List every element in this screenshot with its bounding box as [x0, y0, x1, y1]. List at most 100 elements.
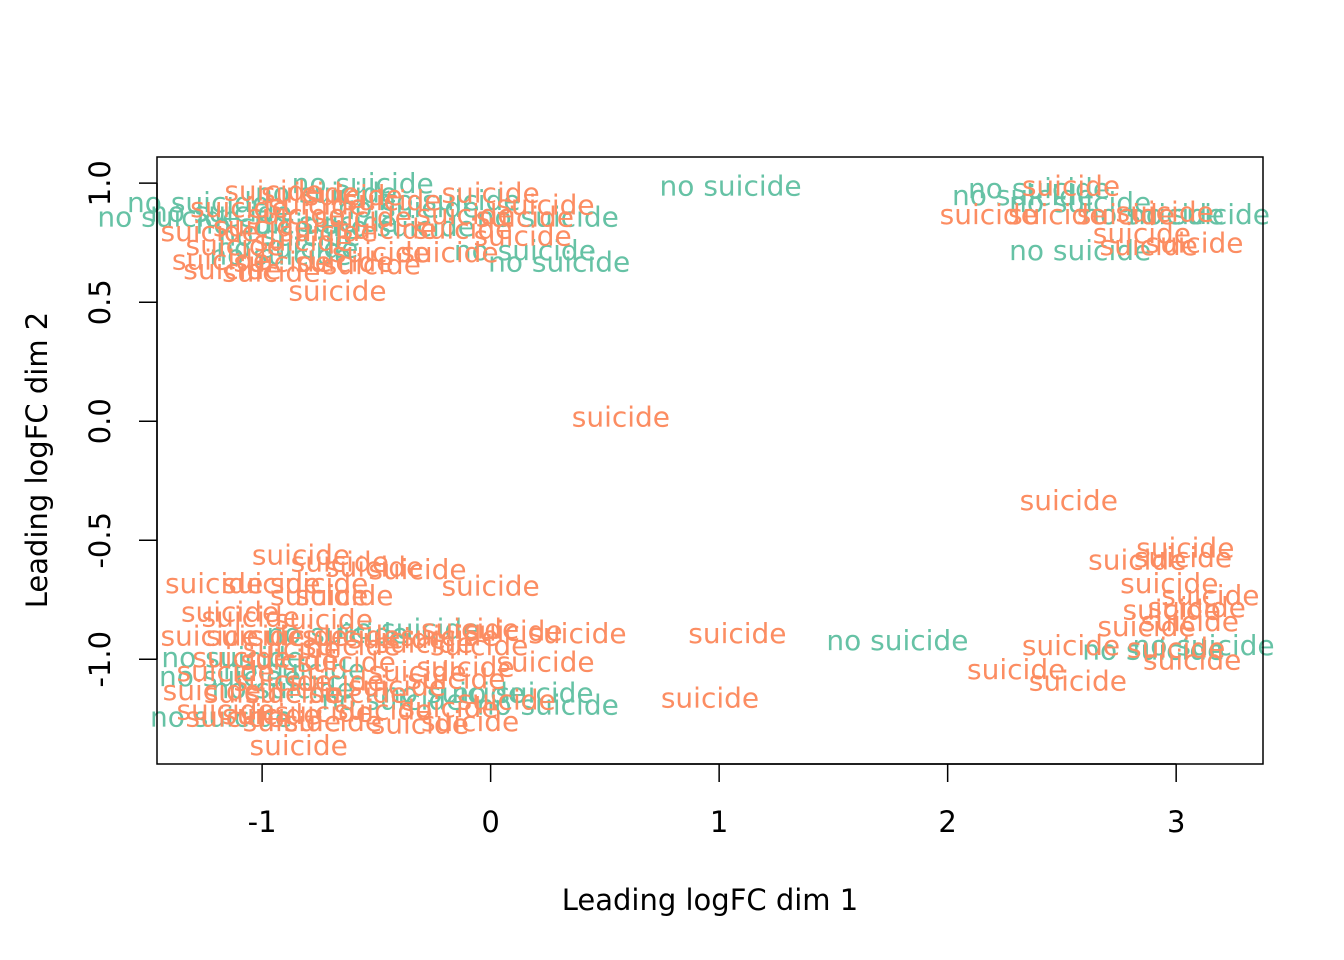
point-label-no-suicide-29: no suicide [321, 684, 463, 717]
point-label-no-suicide-31: no suicide [452, 677, 594, 710]
point-label-suicide-79: suicide [245, 677, 343, 710]
point-label-no-suicide-16: no suicide [660, 170, 802, 203]
point-label-suicide-59: suicide [464, 615, 562, 648]
point-label-suicide-24: suicide [295, 246, 393, 279]
point-label-no-suicide-15: no suicide [488, 246, 630, 279]
point-label-no-suicide-27: no suicide [159, 660, 301, 693]
point-label-suicide-101: suicide [1097, 610, 1195, 643]
point-label-no-suicide-33: no suicide [150, 700, 292, 733]
point-label-suicide-48: suicide [295, 579, 393, 612]
point-label-suicide-47: suicide [441, 570, 539, 603]
point-label-no-suicide-9: no suicide [477, 201, 619, 234]
point-label-no-suicide-14: no suicide [454, 234, 596, 267]
point-label-suicide-42: suicide [368, 553, 466, 586]
point-label-suicide-5: suicide [343, 184, 441, 217]
point-label-suicide-3: suicide [441, 177, 539, 210]
point-label-suicide-98: suicide [1161, 579, 1259, 612]
point-label-suicide-30: suicide [940, 198, 1038, 231]
point-label-suicide-53: suicide [206, 620, 304, 653]
point-label-no-suicide-19: no suicide [1009, 186, 1151, 219]
point-label-suicide-95: suicide [1088, 543, 1186, 576]
point-label-suicide-40: suicide [291, 546, 389, 579]
point-label-no-suicide-22: no suicide [1009, 234, 1151, 267]
point-label-no-suicide-4: no suicide [150, 196, 292, 229]
point-label-suicide-16: suicide [414, 212, 512, 245]
point-label-suicide-100: suicide [1148, 591, 1246, 624]
point-label-suicide-105: suicide [1029, 665, 1127, 698]
point-label-suicide-107: suicide [1127, 631, 1225, 664]
x-tick-label-1: 0 [481, 805, 499, 839]
point-label-suicide-61: suicide [400, 620, 498, 653]
y-tick-label-0: -1.0 [83, 631, 117, 688]
point-label-suicide-52: suicide [160, 620, 258, 653]
point-label-suicide-22: suicide [172, 243, 270, 276]
point-label-suicide-32: suicide [1077, 198, 1175, 231]
point-label-suicide-58: suicide [421, 612, 519, 645]
point-label-suicide-60: suicide [528, 617, 626, 650]
point-label-suicide-62: suicide [302, 629, 400, 662]
point-label-no-suicide-12: no suicide [216, 232, 358, 265]
point-label-suicide-11: suicide [416, 198, 514, 231]
point-label-no-suicide-10: no suicide [333, 210, 475, 243]
point-label-suicide-97: suicide [1120, 567, 1218, 600]
point-label-suicide-45: suicide [270, 567, 368, 600]
point-label-no-suicide-0: no suicide [292, 167, 434, 200]
point-label-suicide-87: suicide [400, 691, 498, 724]
point-label-suicide-68: suicide [298, 646, 396, 679]
point-label-suicide-1: suicide [261, 177, 359, 210]
point-label-suicide-50: suicide [202, 600, 300, 633]
point-label-suicide-4: suicide [496, 189, 594, 222]
point-label-suicide-83: suicide [176, 693, 274, 726]
point-label-suicide-6: suicide [268, 189, 366, 222]
point-label-suicide-78: suicide [204, 677, 302, 710]
point-label-suicide-56: suicide [348, 622, 446, 655]
point-label-suicide-9: suicide [247, 198, 345, 231]
point-label-no-suicide-25: no suicide [161, 641, 303, 674]
point-label-no-suicide-8: no suicide [378, 184, 520, 217]
point-label-suicide-41: suicide [325, 550, 423, 583]
axes-layer: -1 0 1 2 3 -1.0 -0.5 0.0 0.5 1.0 [83, 160, 1185, 839]
point-label-suicide-18: suicide [186, 229, 284, 262]
point-label-suicide-43: suicide [165, 567, 263, 600]
point-label-no-suicide-32: no suicide [477, 689, 619, 722]
point-label-suicide-85: suicide [275, 696, 373, 729]
point-label-suicide-82: suicide [661, 681, 759, 714]
y-tick-label-4: 1.0 [83, 160, 117, 206]
x-tick-label-4: 3 [1167, 805, 1185, 839]
x-tick-label-0: -1 [248, 805, 277, 839]
point-label-suicide-71: suicide [496, 646, 594, 679]
point-label-suicide-46: suicide [270, 579, 368, 612]
point-label-suicide-27: suicide [222, 255, 320, 288]
point-label-suicide-67: suicide [240, 643, 338, 676]
point-label-suicide-96: suicide [1134, 541, 1232, 574]
point-label-suicide-80: suicide [309, 677, 407, 710]
point-label-suicide-92: suicide [421, 705, 519, 738]
point-label-suicide-19: suicide [254, 224, 352, 257]
point-label-suicide-72: suicide [176, 655, 274, 688]
point-label-no-suicide-5: no suicide [196, 208, 338, 241]
point-label-suicide-23: suicide [234, 246, 332, 279]
x-axis-label: Leading logFC dim 1 [562, 883, 858, 917]
point-label-suicide-44: suicide [222, 567, 320, 600]
point-label-suicide-64: suicide [430, 629, 528, 662]
point-label-suicide-63: suicide [375, 627, 473, 660]
point-label-suicide-7: suicide [190, 191, 288, 224]
point-label-suicide-12: suicide [160, 215, 258, 248]
point-label-suicide-49: suicide [181, 596, 279, 629]
point-label-suicide-88: suicide [186, 700, 284, 733]
point-label-suicide-106: suicide [1143, 643, 1241, 676]
point-label-suicide-21: suicide [400, 236, 498, 269]
point-label-suicide-86: suicide [334, 693, 432, 726]
point-label-suicide-34: suicide [1093, 217, 1191, 250]
point-label-suicide-99: suicide [1122, 593, 1220, 626]
point-label-suicide-14: suicide [279, 215, 377, 248]
point-label-no-suicide-26: no suicide [223, 653, 365, 686]
point-label-suicide-31: suicide [1008, 198, 1106, 231]
x-tick-label-2: 1 [710, 805, 728, 839]
point-label-no-suicide-21: no suicide [1128, 198, 1270, 231]
point-label-suicide-93: suicide [250, 729, 348, 762]
point-label-suicide-51: suicide [275, 603, 373, 636]
point-label-no-suicide-11: no suicide [218, 220, 360, 253]
